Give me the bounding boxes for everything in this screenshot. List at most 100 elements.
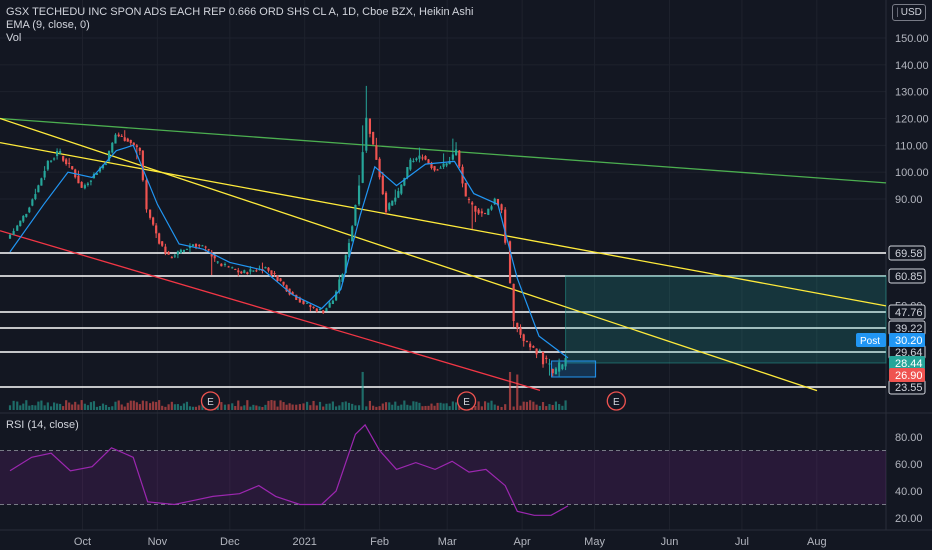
volume-bar xyxy=(361,371,364,410)
rsi-tick-label: 20.00 xyxy=(895,513,923,525)
volume-bar xyxy=(397,405,400,410)
trend-line-yellow xyxy=(0,142,887,307)
time-tick-label: Feb xyxy=(370,536,389,548)
volume-bar xyxy=(439,402,442,410)
volume-bar xyxy=(388,402,391,410)
candle-body xyxy=(496,199,500,206)
volume-bar xyxy=(372,405,375,410)
level-price-label: 23.55 xyxy=(895,382,923,394)
candle-body xyxy=(406,167,409,178)
volume-bar xyxy=(433,405,436,410)
candle-body xyxy=(31,199,34,206)
time-tick-label: Dec xyxy=(220,536,240,548)
earnings-marker[interactable]: E xyxy=(200,391,221,411)
chart-title: GSX TECHEDU INC SPON ADS EACH REP 0.666 … xyxy=(6,6,474,18)
volume-bar xyxy=(516,374,519,410)
volume-bar xyxy=(107,406,111,410)
candle-body xyxy=(538,350,541,352)
price-tick-label: 140.00 xyxy=(895,60,929,72)
candle-body xyxy=(357,185,361,205)
earnings-marker[interactable]: E xyxy=(606,391,626,411)
candle-body xyxy=(467,199,471,201)
candle-body xyxy=(458,150,461,167)
volume-bar xyxy=(191,406,195,410)
rsi-tick-label: 80.00 xyxy=(895,432,923,444)
rsi-path xyxy=(9,423,569,516)
trend-lines[interactable] xyxy=(0,117,887,392)
volume-bar xyxy=(424,405,427,410)
candle-body xyxy=(185,248,189,250)
volume-bar xyxy=(331,401,334,410)
low-price-box xyxy=(889,368,925,382)
volume-bar xyxy=(83,403,86,410)
volume-bar xyxy=(16,401,19,410)
volume-legend: Vol xyxy=(6,32,22,44)
candle-body xyxy=(267,267,270,271)
long-position-tool[interactable] xyxy=(551,275,887,378)
ema-legend: EMA (9, close, 0) xyxy=(6,19,90,31)
volume-bar xyxy=(291,404,294,410)
rsi-axis[interactable]: 80.00 60.00 40.00 20.00 xyxy=(895,432,923,525)
rsi-line xyxy=(9,423,569,516)
candle-body xyxy=(40,178,43,186)
candle-body xyxy=(237,270,240,273)
candle-body xyxy=(161,241,164,246)
candle-body xyxy=(52,158,56,160)
candle-body xyxy=(22,215,25,222)
volume-bar xyxy=(141,400,144,410)
time-tick-label: Apr xyxy=(514,536,531,548)
candle-body xyxy=(101,164,105,169)
volume-bar xyxy=(378,406,381,410)
volume-bar xyxy=(255,405,258,410)
candle-body xyxy=(117,134,120,137)
volume-bar xyxy=(325,403,328,410)
volume-bar xyxy=(500,406,503,410)
candle-body xyxy=(249,269,252,272)
volume-bar xyxy=(427,405,430,410)
candle-body xyxy=(433,166,436,171)
post-price-box xyxy=(889,333,925,347)
earnings-marker[interactable]: E xyxy=(456,391,477,411)
candle-body xyxy=(477,209,480,214)
volume-bar xyxy=(173,404,176,410)
current-price-label: 28.44 xyxy=(895,358,923,370)
volume-bar xyxy=(31,405,34,410)
volume-bar xyxy=(306,401,309,410)
volume-bar xyxy=(561,405,564,410)
volume-bar xyxy=(46,402,49,410)
volume-bar xyxy=(71,404,74,410)
candle-body xyxy=(276,275,279,281)
candle-body xyxy=(223,263,227,266)
currency-button[interactable]: | USD xyxy=(892,4,926,21)
candle-body xyxy=(464,182,467,197)
volume-bar xyxy=(532,401,535,410)
candle-body xyxy=(375,145,378,160)
volume-bar xyxy=(234,406,237,410)
candle-body xyxy=(104,163,108,165)
candle-body xyxy=(381,175,384,195)
rsi-band xyxy=(0,450,886,505)
volume-bar xyxy=(442,403,445,410)
volume-bar xyxy=(65,400,68,410)
candle-body xyxy=(234,269,237,271)
volume-bar xyxy=(161,405,164,410)
candle-body xyxy=(68,162,71,164)
volume-bar xyxy=(223,404,227,410)
time-tick-label: May xyxy=(584,536,605,548)
time-tick-label: Mar xyxy=(438,536,457,548)
volume-bar xyxy=(504,404,507,410)
candle-body xyxy=(198,244,201,246)
time-tick-label: Jul xyxy=(735,536,749,548)
candle-body xyxy=(210,251,213,257)
candle-body xyxy=(295,294,298,300)
time-axis[interactable]: Oct Nov Dec 2021 Feb Mar Apr May Jun Jul Aug xyxy=(74,536,827,548)
candle-body xyxy=(445,163,448,166)
candle-body xyxy=(493,198,496,205)
candle-body xyxy=(71,166,74,170)
time-tick-label: Nov xyxy=(148,536,168,548)
volume-bar xyxy=(95,406,99,410)
volume-bar xyxy=(384,402,388,410)
volume-bar xyxy=(322,406,325,410)
